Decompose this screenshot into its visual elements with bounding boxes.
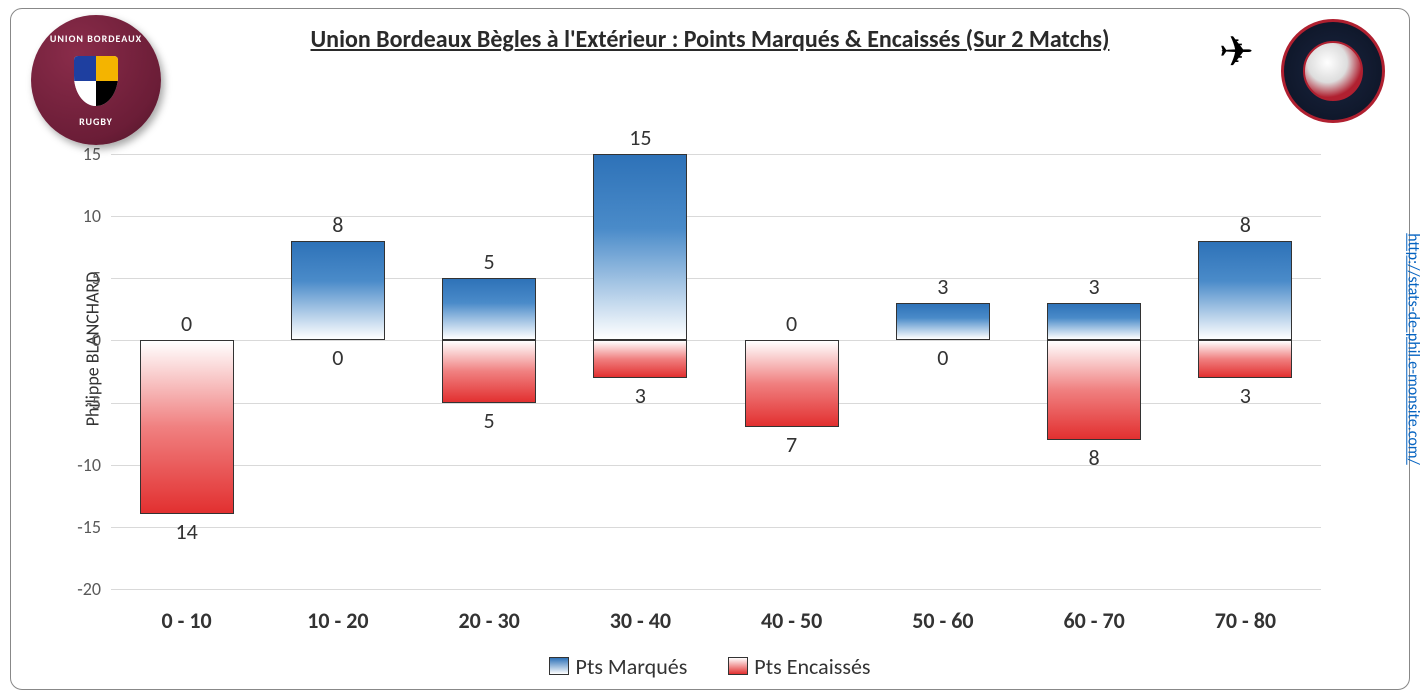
x-category-label: 40 - 50 <box>761 607 822 634</box>
bar-label-marques: 0 <box>786 310 797 337</box>
bar-pts-encaisses <box>140 340 234 514</box>
bar-label-encaisses: 5 <box>484 407 495 434</box>
airplane-icon: ✈ <box>1219 27 1254 78</box>
logo-stats-de-phil <box>1281 19 1385 123</box>
ytick-label: -5 <box>86 392 101 414</box>
ytick-label: 10 <box>83 205 101 227</box>
logo-ubb-text-bottom: RUGBY <box>46 115 146 128</box>
gridline <box>111 154 1321 155</box>
logo-ubb: UNION BORDEAUX RUGBY <box>31 15 161 145</box>
bar-label-marques: 15 <box>629 124 651 151</box>
x-category-label: 0 - 10 <box>162 607 212 634</box>
bar-pts-marques <box>593 154 687 340</box>
bar-label-marques: 3 <box>937 273 948 300</box>
bar-pts-marques <box>442 278 536 340</box>
chart-container: Union Bordeaux Bègles à l'Extérieur : Po… <box>10 8 1410 690</box>
gridline <box>111 589 1321 590</box>
bar-label-marques: 3 <box>1089 273 1100 300</box>
bar-label-encaisses: 3 <box>1240 382 1251 409</box>
bar-pts-marques <box>896 303 990 340</box>
bar-label-encaisses: 0 <box>937 344 948 371</box>
bar-pts-encaisses <box>1198 340 1292 377</box>
ytick-label: 0 <box>92 329 101 351</box>
logo-ubb-text-top: UNION BORDEAUX <box>46 32 146 45</box>
plot-area: -20-15-10-50510150140 - 108010 - 205520 … <box>111 129 1321 589</box>
x-category-label: 60 - 70 <box>1063 607 1124 634</box>
legend-item-marques: Pts Marqués <box>549 653 687 680</box>
bar-label-encaisses: 8 <box>1089 444 1100 471</box>
ytick-label: -15 <box>77 516 101 538</box>
logo-ubb-shield <box>74 56 118 106</box>
gridline <box>111 465 1321 466</box>
bar-pts-encaisses <box>442 340 536 402</box>
ytick-label: -20 <box>77 578 101 600</box>
bar-label-marques: 8 <box>1240 211 1251 238</box>
bar-label-encaisses: 3 <box>635 382 646 409</box>
source-url-link[interactable]: http://stats-de-phil.e-monsite.com/ <box>1404 233 1422 465</box>
legend-swatch-blue <box>549 657 569 675</box>
gridline <box>111 216 1321 217</box>
legend-item-encaisses: Pts Encaissés <box>728 653 870 680</box>
chart-title: Union Bordeaux Bègles à l'Extérieur : Po… <box>11 25 1409 54</box>
ytick-label: 5 <box>92 267 101 289</box>
bar-label-encaisses: 14 <box>175 518 197 545</box>
bar-pts-marques <box>1198 241 1292 340</box>
gridline <box>111 527 1321 528</box>
bar-pts-encaisses <box>593 340 687 377</box>
bar-pts-marques <box>291 241 385 340</box>
ytick-label: 15 <box>83 143 101 165</box>
legend: Pts Marqués Pts Encaissés <box>11 653 1409 682</box>
bar-pts-encaisses <box>745 340 839 427</box>
legend-swatch-red <box>728 657 748 675</box>
bar-label-marques: 5 <box>484 248 495 275</box>
x-category-label: 10 - 20 <box>307 607 368 634</box>
x-category-label: 50 - 60 <box>912 607 973 634</box>
bar-label-encaisses: 7 <box>786 431 797 458</box>
legend-label-marques: Pts Marqués <box>575 653 687 680</box>
ytick-label: -10 <box>77 454 101 476</box>
bar-label-encaisses: 0 <box>332 344 343 371</box>
bar-label-marques: 8 <box>332 211 343 238</box>
bar-pts-encaisses <box>1047 340 1141 439</box>
x-category-label: 30 - 40 <box>610 607 671 634</box>
bar-label-marques: 0 <box>181 310 192 337</box>
source-url[interactable]: http://stats-de-phil.e-monsite.com/ <box>1404 233 1422 465</box>
legend-label-encaisses: Pts Encaissés <box>754 653 870 680</box>
x-category-label: 20 - 30 <box>458 607 519 634</box>
bar-pts-marques <box>1047 303 1141 340</box>
x-category-label: 70 - 80 <box>1215 607 1276 634</box>
